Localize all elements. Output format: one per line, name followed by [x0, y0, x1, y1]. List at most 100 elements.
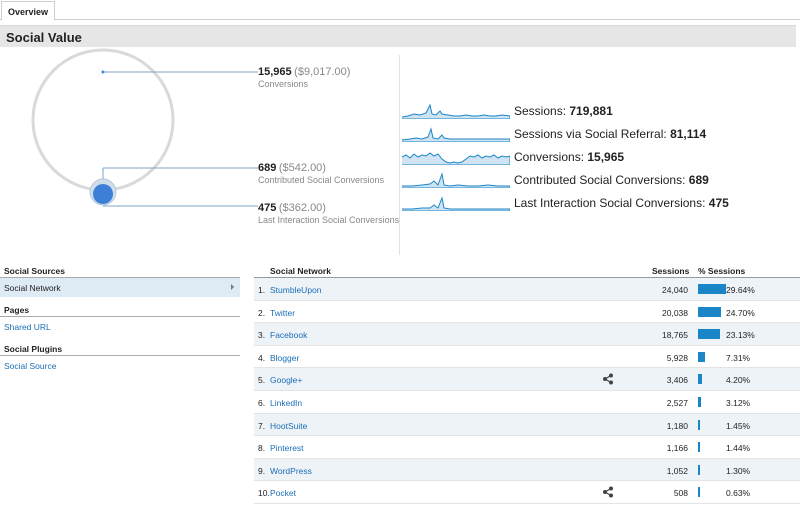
header-pct-sessions[interactable]: % Sessions — [698, 266, 746, 276]
row-sessions: 1,166 — [666, 443, 688, 454]
share-icon[interactable] — [602, 373, 614, 385]
table-row: 2. Twitter 20,038 24.70% — [254, 301, 800, 324]
sparkline-last-interaction — [402, 196, 510, 211]
row-index: 6. — [258, 397, 266, 408]
row-pct: 3.12% — [726, 397, 751, 408]
section-title: Social Value — [6, 30, 82, 45]
conversion-overview-graphic — [31, 48, 258, 207]
total-conversions-value: 15,965 — [258, 66, 292, 78]
row-pct-bar — [698, 419, 700, 430]
last-interaction-conversions-block: 475 ($362.00) Last Interaction Social Co… — [258, 202, 399, 225]
last-interaction-conversions-label: Last Interaction Social Conversions — [258, 215, 400, 225]
table-row: 4. Blogger 5,928 7.31% — [254, 346, 800, 369]
row-pct: 1.44% — [726, 443, 751, 454]
section-header: Social Value — [0, 25, 796, 47]
source-social-network[interactable]: Social Network — [0, 278, 240, 297]
source-shared-url[interactable]: Shared URL — [4, 322, 51, 332]
social-network-table: Social Network Sessions % Sessions 1. Stu… — [254, 264, 800, 504]
contributed-conversions-label: Contributed Social Conversions — [258, 175, 385, 185]
row-pct-bar — [698, 487, 700, 498]
row-pct-bar — [698, 464, 700, 475]
tab-overview[interactable]: Overview — [1, 1, 56, 21]
social-sources-heading: Social Sources — [4, 266, 65, 276]
row-pct-bar — [698, 396, 701, 407]
total-conversions-block: 15,965 ($9,017.00) Conversions — [258, 66, 350, 89]
last-interaction-conversions-value: 475 — [258, 202, 277, 214]
row-index: 7. — [258, 420, 266, 431]
last-interaction-conversions-money: ($362.00) — [278, 202, 326, 214]
row-pct: 1.45% — [726, 420, 751, 431]
row-pct-bar — [698, 284, 726, 294]
row-pct: 24.70% — [726, 307, 755, 318]
row-sessions: 2,527 — [666, 397, 688, 408]
row-network-link[interactable]: Twitter — [270, 307, 296, 318]
last-interaction-conversions-circle — [93, 184, 113, 204]
row-pct: 7.31% — [726, 352, 751, 363]
table-row: 7. HootSuite 1,180 1.45% — [254, 413, 800, 437]
header-sessions[interactable]: Sessions — [652, 266, 690, 276]
row-network-link[interactable]: WordPress — [270, 465, 312, 476]
row-network-link[interactable]: LinkedIn — [270, 397, 303, 408]
row-sessions: 18,765 — [662, 330, 688, 341]
table-row: 8. Pinterest 1,166 1.44% — [254, 436, 800, 459]
row-network-link[interactable]: Facebook — [270, 330, 308, 341]
table-row: 3. Facebook 18,765 23.13% — [254, 323, 800, 346]
row-network-link[interactable]: Pocket — [270, 488, 296, 499]
row-sessions: 20,038 — [662, 307, 688, 318]
row-pct: 4.20% — [726, 375, 751, 386]
row-index: 10. — [258, 488, 270, 499]
metric-last-interaction-label: Last Interaction Social Conversions: — [514, 196, 706, 210]
sparkline-sessions — [402, 103, 510, 119]
metric-sessions-label: Sessions: — [514, 104, 567, 118]
table-row: 9. WordPress 1,052 1.30% — [254, 458, 800, 482]
tab-bar: Overview — [0, 0, 800, 21]
chevron-right-icon — [231, 284, 234, 290]
metric-sessions-value: 719,881 — [569, 104, 613, 118]
pages-heading: Pages — [4, 305, 30, 315]
table-row: 1. StumbleUpon 24,040 29.64% — [254, 278, 800, 301]
social-plugins-heading: Social Plugins — [4, 344, 63, 354]
sparkline-social-referral — [402, 127, 510, 142]
metric-social-referral-label: Sessions via Social Referral: — [514, 127, 667, 141]
row-index: 5. — [258, 375, 266, 386]
row-network-link[interactable]: HootSuite — [270, 420, 308, 431]
table-row: 10. Pocket 508 0.63% — [254, 481, 800, 504]
row-sessions: 1,180 — [666, 420, 688, 431]
row-pct-bar — [698, 329, 720, 340]
row-pct-bar — [698, 374, 702, 385]
table-header: Social Network Sessions % Sessions — [254, 264, 800, 278]
row-network-link[interactable]: Blogger — [270, 352, 300, 363]
metric-contributed-label: Contributed Social Conversions: — [514, 173, 686, 187]
share-icon[interactable] — [602, 486, 614, 498]
metric-contributed-value: 689 — [688, 173, 709, 187]
source-social-source[interactable]: Social Source — [4, 361, 57, 371]
row-pct-bar — [698, 306, 722, 317]
header-social-network[interactable]: Social Network — [270, 266, 331, 276]
row-index: 9. — [258, 465, 266, 476]
table-body: 1. StumbleUpon 24,040 29.64% 2. Twitter 20,038… — [254, 278, 800, 504]
row-sessions: 1,052 — [666, 465, 688, 476]
row-pct: 23.13% — [726, 330, 755, 341]
row-network-link[interactable]: Google+ — [270, 375, 303, 386]
table-row: 6. LinkedIn 2,527 3.12% — [254, 391, 800, 414]
total-conversions-label: Conversions — [258, 79, 309, 89]
contributed-conversions-value: 689 — [258, 162, 277, 174]
row-sessions: 508 — [673, 488, 688, 499]
row-pct-bar — [698, 351, 705, 362]
row-pct-bar — [698, 442, 700, 453]
row-network-link[interactable]: Pinterest — [270, 443, 304, 454]
source-social-network-label: Social Network — [4, 283, 61, 293]
row-index: 3. — [258, 330, 266, 341]
row-network-link[interactable]: StumbleUpon — [270, 285, 322, 295]
table-row: 5. Google+ 3,406 4.20% — [254, 368, 800, 391]
sparkline-conversions — [402, 152, 510, 165]
row-pct: 0.63% — [726, 488, 751, 499]
row-pct: 1.30% — [726, 465, 751, 476]
contributed-conversions-money: ($542.00) — [278, 162, 326, 174]
row-index: 1. — [258, 285, 266, 295]
metric-social-referral-value: 81,114 — [670, 127, 707, 141]
overview-divider — [399, 55, 400, 255]
metric-conversions-label: Conversions: — [514, 150, 585, 164]
metric-conversions-value: 15,965 — [587, 150, 625, 164]
row-index: 2. — [258, 307, 266, 318]
